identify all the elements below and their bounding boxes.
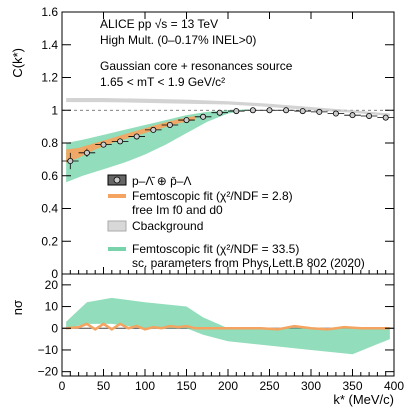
data-point	[366, 112, 373, 119]
data-point	[283, 107, 290, 114]
legend-data-label: p–Λ̄ ⊕ p̄–Λ	[132, 174, 191, 188]
top-plot	[62, 97, 394, 183]
annotation-line4: 1.65 < mT < 1.9 GeV/c²	[100, 75, 225, 89]
data-point	[150, 126, 157, 133]
data-point	[299, 108, 306, 115]
bottom-y-tick-label: −10	[38, 343, 59, 357]
legend-background-swatch	[107, 220, 127, 232]
data-point	[67, 158, 74, 165]
x-tick-label: 100	[135, 379, 155, 393]
nsigma-lit-band	[66, 297, 390, 355]
x-tick-label: 300	[301, 379, 321, 393]
data-point	[133, 133, 140, 140]
top-y-tick-label: 0.2	[41, 234, 58, 248]
data-point	[233, 108, 240, 115]
x-tick-label: 150	[176, 379, 196, 393]
data-point	[117, 138, 124, 145]
data-point	[183, 117, 190, 124]
x-tick-label: 200	[218, 379, 238, 393]
bottom-y-tick-label: 10	[45, 300, 59, 314]
data-point	[382, 114, 389, 121]
legend-background-label: Cbackground	[132, 219, 203, 233]
annotation-line3: Gaussian core + resonances source	[100, 59, 293, 73]
legend-fit-sublabel: free Im f0 and d0	[132, 203, 223, 217]
top-y-tick-label: 0.6	[41, 169, 58, 183]
top-y-axis-title: C(k*)	[10, 48, 25, 78]
axes: 0 50 100 150 200 250 300 350 40000.20.40.60.811.…	[38, 5, 405, 393]
data-point	[200, 113, 207, 120]
lit-fit-band	[66, 109, 249, 183]
top-y-tick-label: 1.2	[41, 71, 58, 85]
bottom-y-tick-label: 0	[51, 321, 58, 335]
top-y-tick-label: 1.4	[41, 38, 58, 52]
data-point	[249, 107, 256, 114]
top-y-tick-label: 0.4	[41, 202, 58, 216]
data-point	[316, 108, 323, 115]
annotation-line1: ALICE pp √s = 13 TeV	[100, 17, 218, 31]
data-point	[100, 141, 107, 148]
annotation-line2: High Mult. (0–0.17% INEL>0)	[100, 33, 256, 47]
data-point	[216, 109, 223, 116]
x-tick-label: 0	[59, 379, 66, 393]
top-y-tick-label: 1	[51, 103, 58, 117]
data-point	[266, 107, 273, 114]
femto-fit-band	[66, 115, 195, 163]
x-axis-title: k* (MeV/c)	[333, 392, 394, 407]
x-tick-label: 400	[384, 379, 404, 393]
legend: p–Λ̄ ⊕ p̄–Λ Femtoscopic fit (χ²/NDF = 2.…	[107, 174, 365, 270]
background-band	[66, 97, 390, 116]
top-y-tick-label: 1.6	[41, 5, 58, 19]
x-tick-label: 250	[259, 379, 279, 393]
data-point	[166, 121, 173, 128]
data-point	[349, 112, 356, 119]
x-tick-label: 50	[97, 379, 111, 393]
legend-lit-sublabel: sc. parameters from Phys.Lett.B 802 (202…	[132, 256, 365, 270]
bottom-y-tick-label: −20	[38, 365, 59, 379]
bottom-plot	[62, 297, 394, 355]
bottom-y-axis-title: nσ	[10, 300, 25, 315]
nsigma-fit-line	[66, 322, 390, 331]
data-point	[332, 110, 339, 117]
data-point	[83, 149, 90, 156]
bottom-panel-frame	[61, 273, 395, 377]
top-y-tick-label: 0	[51, 267, 58, 281]
legend-fit-label: Femtoscopic fit (χ²/NDF = 2.8)	[132, 189, 293, 203]
x-tick-label: 350	[342, 379, 362, 393]
bottom-y-tick-label: 20	[45, 278, 59, 292]
top-y-tick-label: 0.8	[41, 136, 58, 150]
legend-lit-label: Femtoscopic fit (χ²/NDF = 33.5)	[132, 242, 299, 256]
legend-data-marker	[113, 176, 121, 184]
